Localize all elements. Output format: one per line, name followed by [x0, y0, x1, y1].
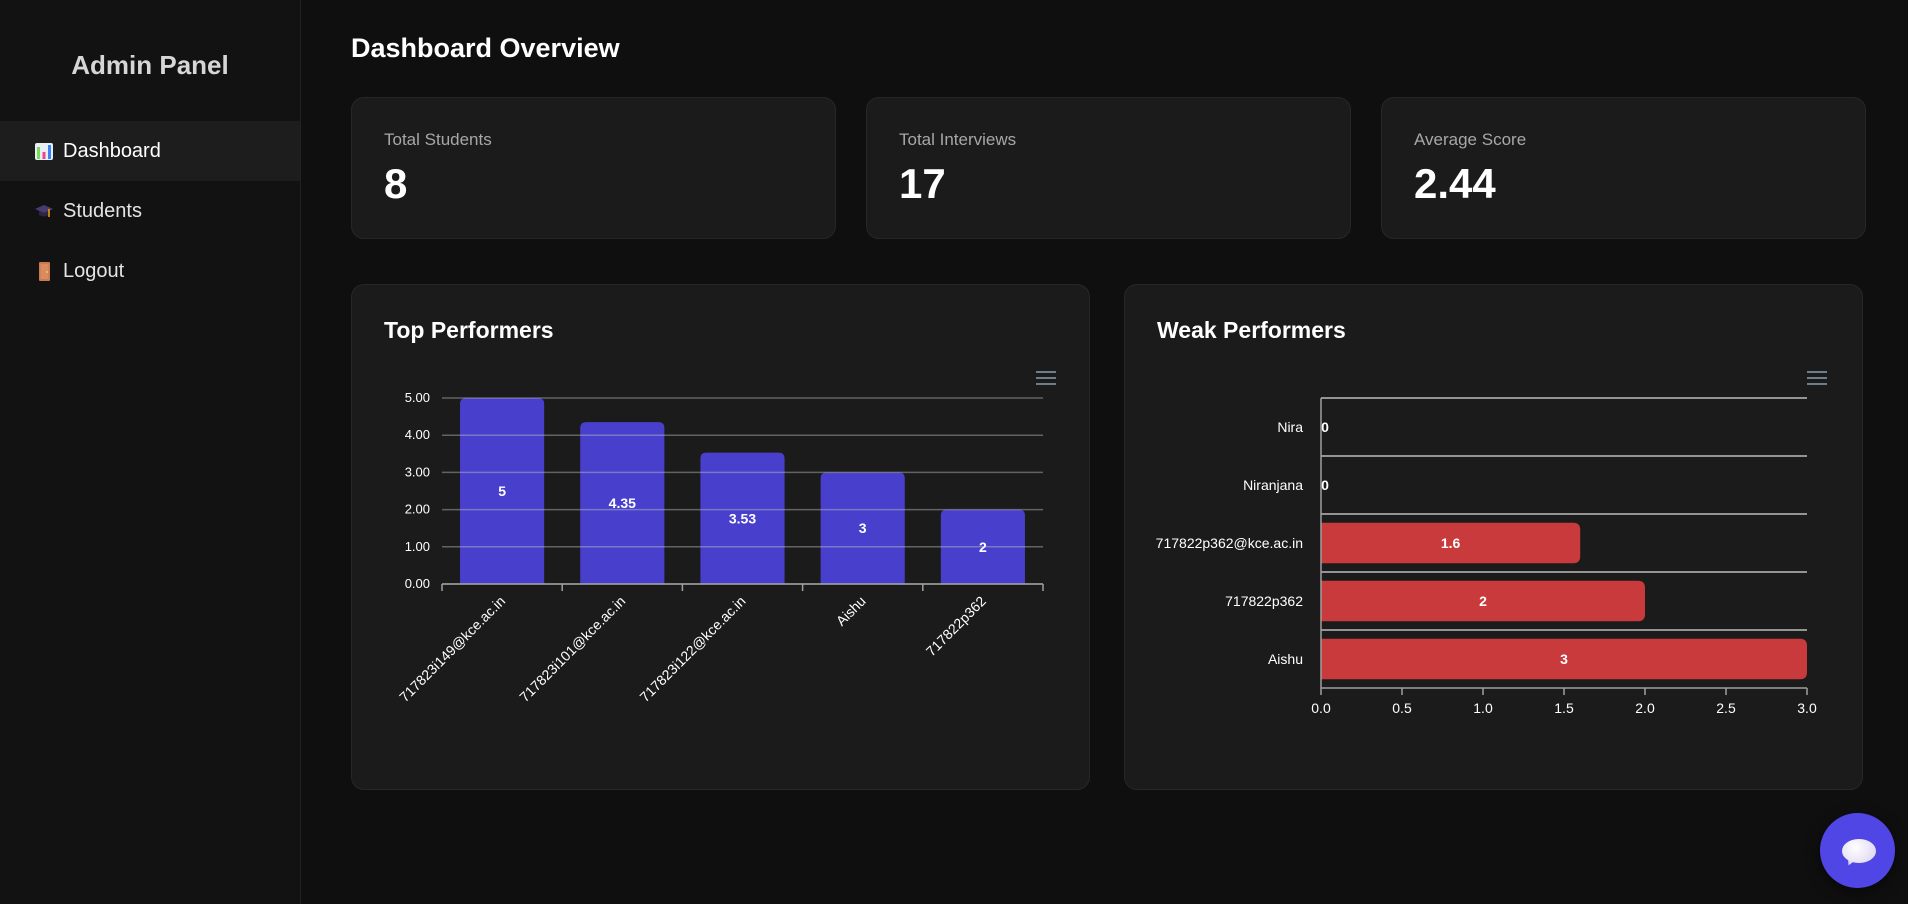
- y-tick-label: 1.00: [405, 539, 430, 554]
- data-label: 3: [859, 520, 867, 536]
- x-tick-label: 2.0: [1635, 700, 1655, 716]
- weak-performers-card: Weak Performers Nira 0 Niranjana 0 717822p36…: [1124, 284, 1863, 790]
- bar: [460, 398, 545, 584]
- bar: [700, 452, 785, 584]
- bar-chart-icon: [34, 141, 54, 161]
- sidebar-title: Admin Panel: [71, 50, 229, 80]
- sidebar-item-logout[interactable]: Logout: [0, 241, 300, 301]
- data-label: 2: [1479, 593, 1487, 609]
- x-tick-label: 1.0: [1473, 700, 1493, 716]
- bar: [940, 509, 1025, 584]
- x-tick-label: 0.0: [1311, 700, 1331, 716]
- sidebar: Admin Panel Dashboard Student: [0, 0, 301, 904]
- bar: [1321, 522, 1581, 564]
- chart-menu-icon[interactable]: [1807, 371, 1827, 387]
- y-tick-label: Nira: [1277, 419, 1303, 435]
- y-tick-label: 2.00: [405, 502, 430, 517]
- chat-bubble-icon: [1842, 839, 1876, 863]
- bar: [820, 472, 905, 584]
- sidebar-item-students[interactable]: Students: [0, 181, 300, 241]
- y-tick-label: Aishu: [1268, 651, 1303, 667]
- bar: [1321, 580, 1645, 622]
- data-label: 5: [498, 483, 506, 499]
- sidebar-item-dashboard[interactable]: Dashboard: [0, 121, 300, 181]
- page-title: Dashboard Overview: [351, 33, 620, 63]
- sidebar-item-label: Students: [63, 199, 142, 222]
- stat-value: 8: [384, 160, 408, 207]
- data-label: 0: [1321, 477, 1329, 493]
- data-label: 4.35: [609, 495, 636, 511]
- data-label: 3.53: [729, 510, 756, 526]
- stat-value: 17: [899, 160, 946, 207]
- sidebar-item-label: Dashboard: [63, 139, 161, 162]
- top-performers-chart: 0.00 1.00 2.00 3.00 4.00 5.00 5 717823i149@kce.…: [396, 390, 1044, 705]
- y-tick-label: 717822p362: [1225, 593, 1303, 609]
- top-performers-card: Top Performers 0.00 1.00 2.00 3.00 4.00 5.00 5…: [351, 284, 1090, 790]
- data-label: 0: [1321, 419, 1329, 435]
- stat-label: Average Score: [1414, 130, 1527, 149]
- x-tick-label: 717822p362: [923, 593, 990, 660]
- x-tick-label: 2.5: [1716, 700, 1736, 716]
- data-label: 3: [1560, 651, 1568, 667]
- x-tick-label: 3.0: [1797, 700, 1817, 716]
- y-tick-label: 0.00: [405, 576, 430, 591]
- x-tick-label: 0.5: [1392, 700, 1412, 716]
- x-tick-label: 1.5: [1554, 700, 1574, 716]
- stat-card-total-interviews: Total Interviews 17: [866, 97, 1351, 239]
- chart-title: Top Performers: [384, 317, 554, 343]
- data-label: 1.6: [1441, 535, 1461, 551]
- weak-performers-chart: Nira 0 Niranjana 0 717822p362@kce.ac.in 1.6 71…: [1156, 397, 1817, 716]
- sidebar-nav: Dashboard Students Logout: [0, 121, 300, 301]
- y-tick-label: 4.00: [405, 427, 430, 442]
- x-tick-label: 717823i149@kce.ac.in: [396, 593, 508, 705]
- bar: [1321, 638, 1807, 680]
- x-tick-label: 717823i101@kce.ac.in: [516, 593, 628, 705]
- x-tick-label: 717823i122@kce.ac.in: [636, 593, 748, 705]
- y-tick-label: 5.00: [405, 390, 430, 405]
- y-tick-label: Niranjana: [1243, 477, 1303, 493]
- sidebar-item-label: Logout: [63, 259, 125, 282]
- y-tick-label: 717822p362@kce.ac.in: [1156, 535, 1303, 551]
- stat-card-total-students: Total Students 8: [351, 97, 836, 239]
- stat-label: Total Interviews: [899, 130, 1017, 149]
- data-label: 2: [979, 539, 987, 555]
- bar: [580, 422, 665, 584]
- stat-card-average-score: Average Score 2.44: [1381, 97, 1866, 239]
- door-icon: [34, 261, 54, 281]
- stat-value: 2.44: [1414, 160, 1496, 207]
- chart-menu-icon[interactable]: [1036, 371, 1056, 387]
- x-tick-label: Aishu: [833, 593, 869, 629]
- chart-title: Weak Performers: [1157, 317, 1346, 343]
- stat-label: Total Students: [384, 130, 492, 149]
- graduation-cap-icon: [34, 201, 54, 221]
- y-tick-label: 3.00: [405, 464, 430, 479]
- chat-button[interactable]: [1820, 813, 1895, 888]
